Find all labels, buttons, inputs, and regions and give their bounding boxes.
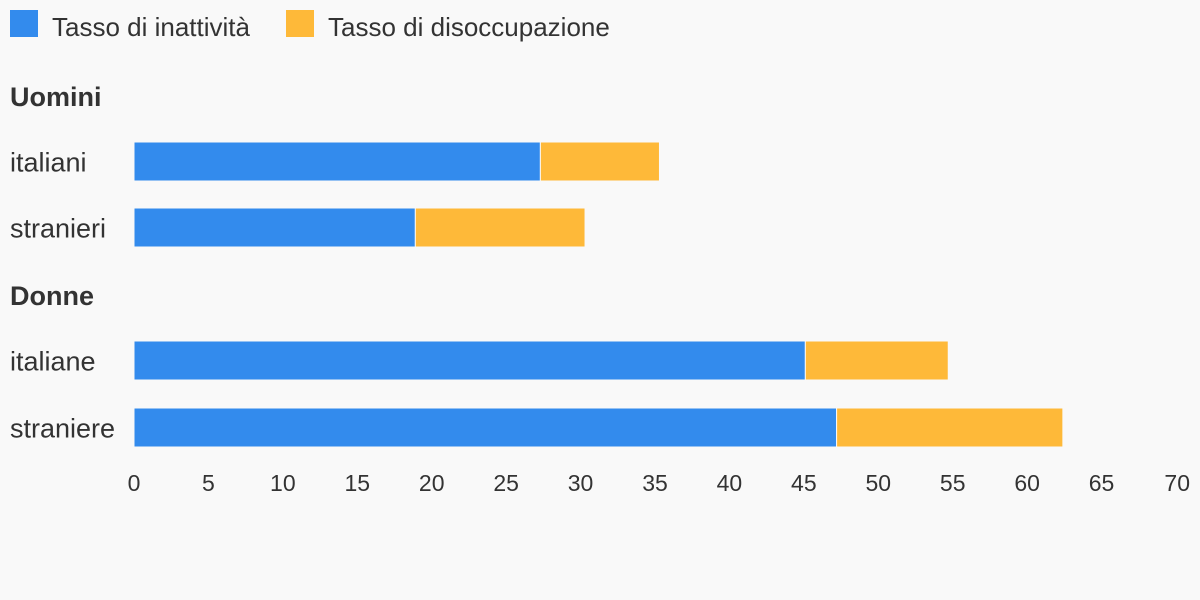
legend-swatch-1 xyxy=(10,10,38,37)
bar-stranieri-series-2 xyxy=(414,207,586,248)
legend: Tasso di inattività Tasso di disoccupazio… xyxy=(10,10,610,42)
x-axis: 0 5 10 15 20 25 30 35 40 45 50 55 60 65 70 xyxy=(128,470,1190,496)
x-tick-label: 40 xyxy=(717,470,743,496)
x-tick-label: 5 xyxy=(202,470,215,496)
category-label-italiani: italiani xyxy=(10,148,87,178)
x-tick-label: 50 xyxy=(865,470,891,496)
group-label-uomini: Uomini xyxy=(10,82,102,112)
bar-italiane-series-2 xyxy=(804,340,949,381)
x-tick-label: 65 xyxy=(1089,470,1115,496)
x-tick-label: 45 xyxy=(791,470,817,496)
x-tick-label: 35 xyxy=(642,470,668,496)
x-tick-label: 25 xyxy=(493,470,519,496)
x-tick-label: 15 xyxy=(344,470,370,496)
bar-straniere-series-1 xyxy=(133,407,838,448)
x-tick-label: 30 xyxy=(568,470,594,496)
x-tick-label: 60 xyxy=(1014,470,1040,496)
category-label-italiane: italiane xyxy=(10,347,96,377)
legend-label-1: Tasso di inattività xyxy=(52,12,251,42)
bar-straniere-series-2 xyxy=(836,407,1064,448)
x-tick-label: 55 xyxy=(940,470,966,496)
group-label-donne: Donne xyxy=(10,281,94,311)
category-label-straniere: straniere xyxy=(10,414,115,444)
bar-italiani-series-2 xyxy=(539,141,660,182)
bar-stranieri-series-1 xyxy=(133,207,416,248)
legend-swatch-2 xyxy=(286,10,314,37)
x-tick-label: 70 xyxy=(1164,470,1190,496)
bar-italiane-series-1 xyxy=(133,340,806,381)
x-tick-label: 20 xyxy=(419,470,445,496)
bars xyxy=(133,141,1064,448)
x-tick-label: 0 xyxy=(128,470,141,496)
legend-label-2: Tasso di disoccupazione xyxy=(328,12,610,42)
bar-italiani-series-1 xyxy=(133,141,541,182)
category-label-stranieri: stranieri xyxy=(10,214,106,244)
x-tick-label: 10 xyxy=(270,470,296,496)
chart-rows: Uomini italiani stranieri Donne italiane stra… xyxy=(10,82,115,444)
